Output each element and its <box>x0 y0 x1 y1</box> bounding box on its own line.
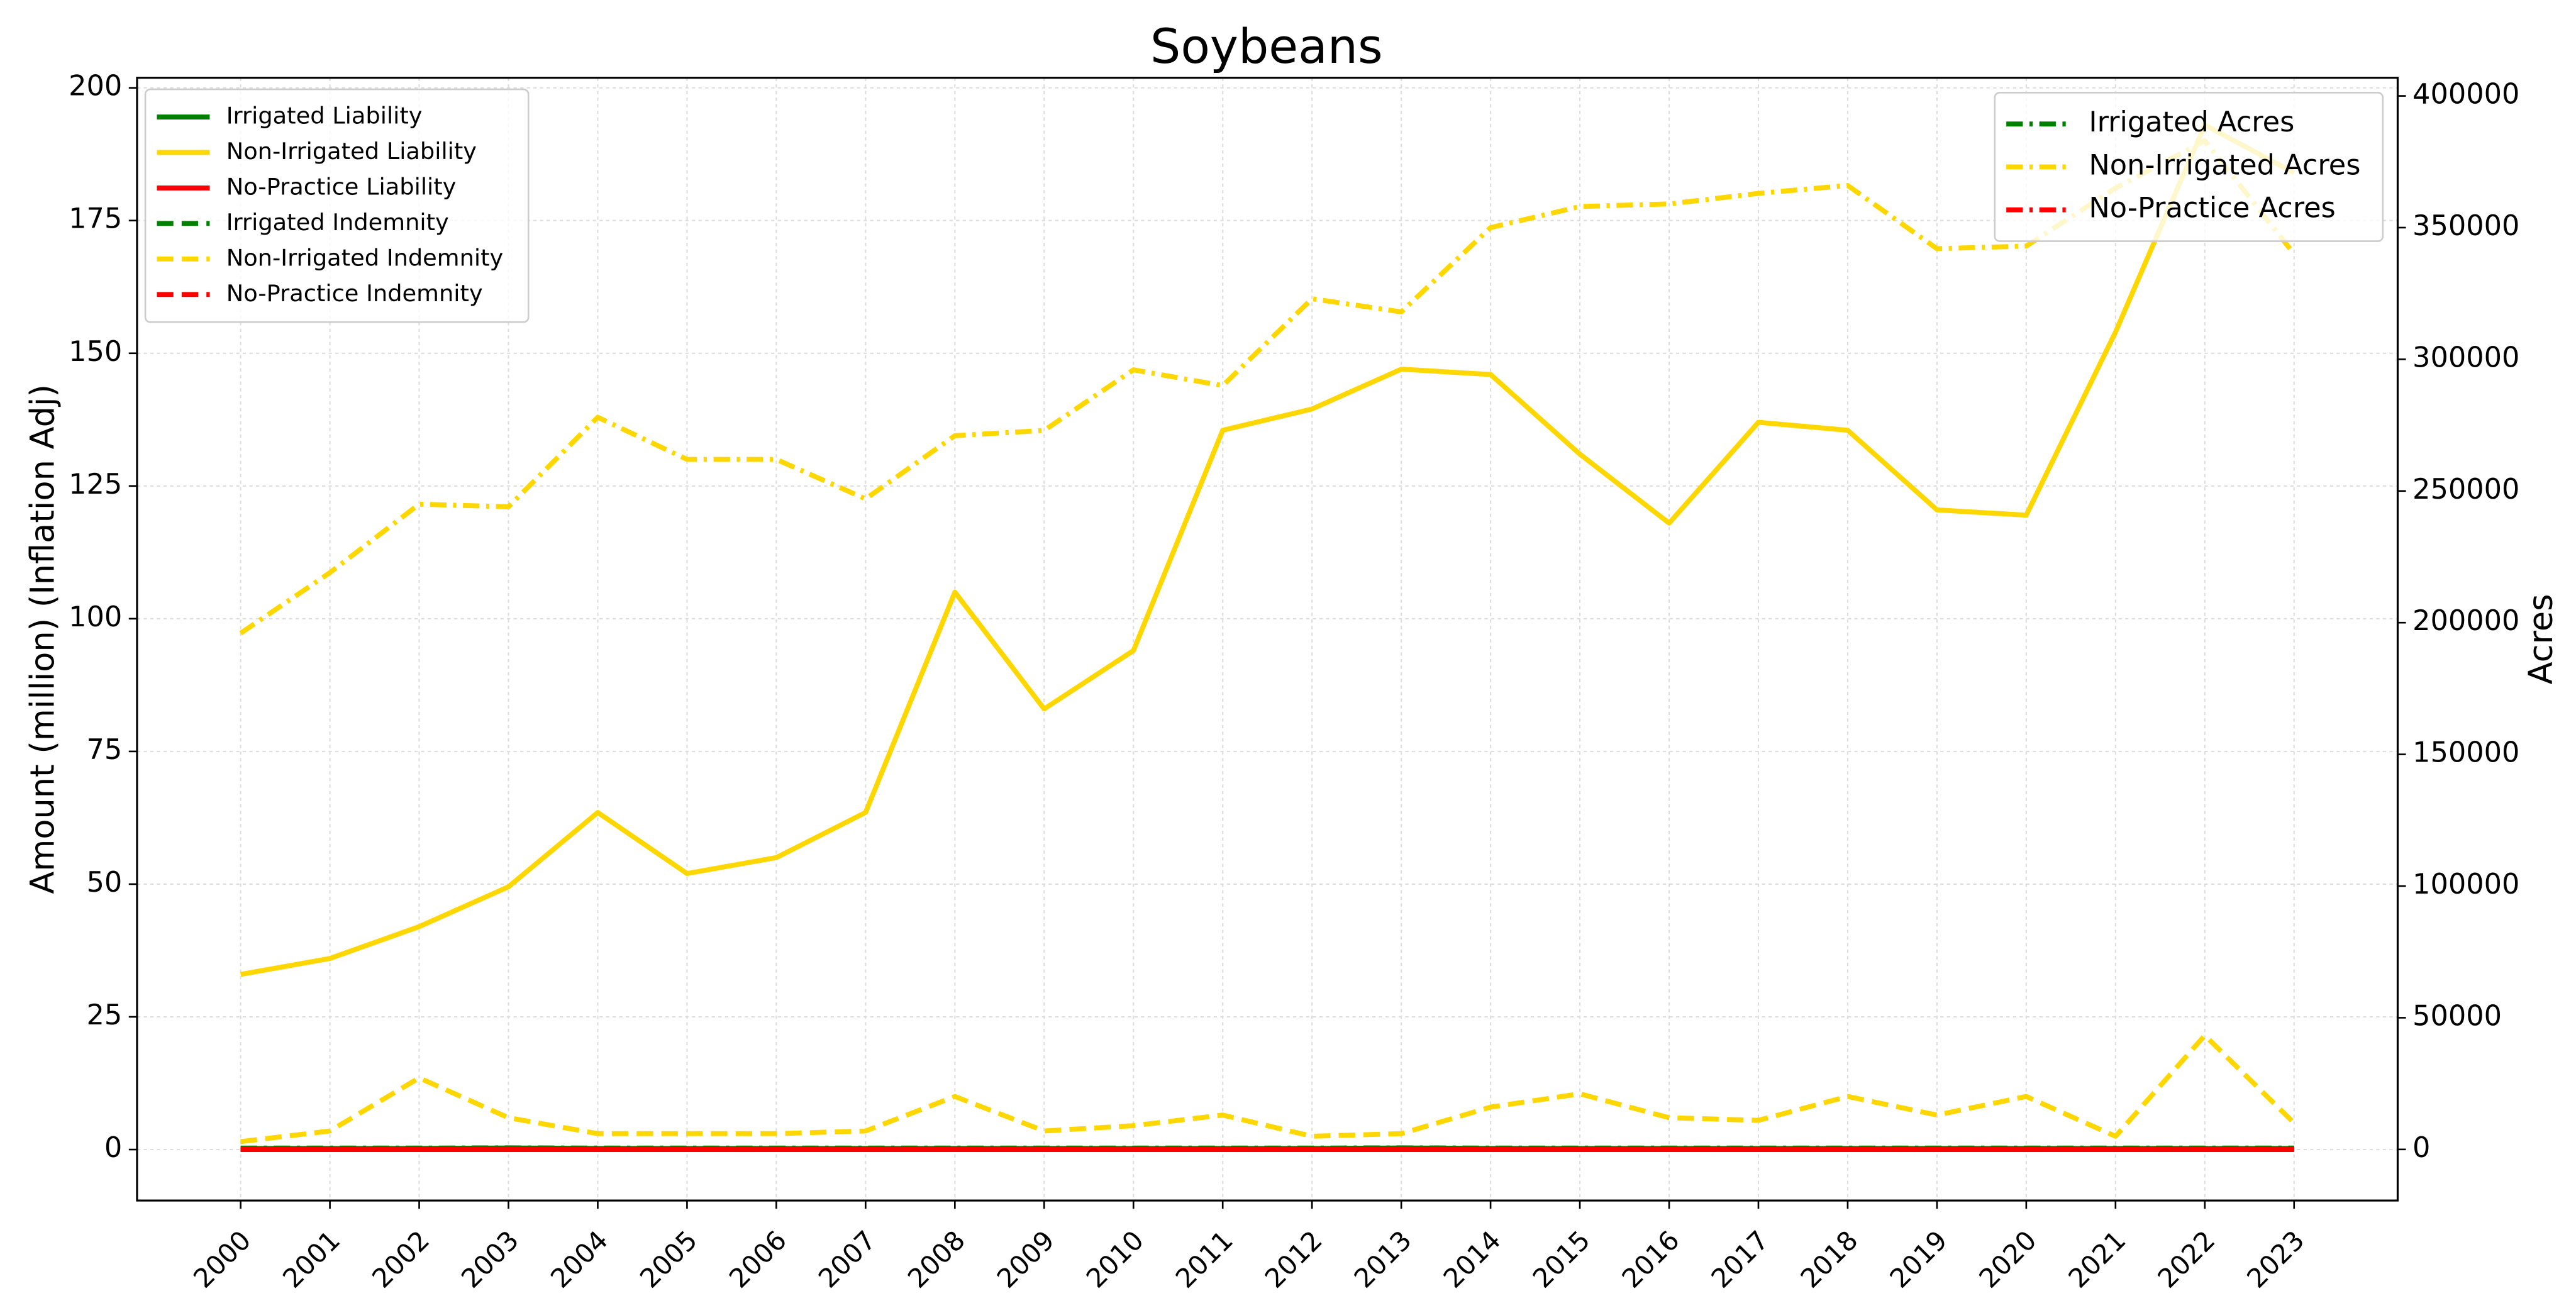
legend-label: No-Practice Liability <box>226 173 457 200</box>
y2-tick-label: 100000 <box>2412 868 2519 901</box>
y-tick-label: 200 <box>69 70 122 103</box>
y-tick-label: 0 <box>104 1131 122 1164</box>
y-tick-label: 175 <box>69 202 122 235</box>
legend-label: No-Practice Acres <box>2089 192 2335 224</box>
series-line <box>240 1033 2296 1144</box>
plot-frame <box>136 77 2399 1202</box>
y2-tick-label: 0 <box>2412 1131 2430 1164</box>
y-tick-label: 125 <box>69 468 122 501</box>
legend-label: No-Practice Indemnity <box>226 280 483 307</box>
y2-tick-label: 150000 <box>2412 736 2519 769</box>
y2-tick-label: 300000 <box>2412 341 2519 374</box>
chart-title: Soybeans <box>1150 18 1383 74</box>
y2-tick-label: 250000 <box>2412 473 2519 506</box>
y-axis-label: Amount (million) (Inflation Adj) <box>24 384 62 894</box>
y-tick-label: 75 <box>87 733 123 766</box>
legend-box <box>144 88 530 323</box>
legend-label: Irrigated Acres <box>2089 106 2294 138</box>
legend-label: Non-Irrigated Indemnity <box>226 244 504 271</box>
legend-label: Non-Irrigated Acres <box>2089 148 2360 181</box>
y2-tick-label: 50000 <box>2412 999 2502 1032</box>
legend-label: Irrigated Liability <box>226 103 423 130</box>
y-tick-label: 100 <box>69 601 122 633</box>
series-line <box>240 122 2296 977</box>
y-tick-label: 150 <box>69 335 122 368</box>
y2-tick-label: 350000 <box>2412 209 2519 242</box>
y2-tick-label: 400000 <box>2412 78 2519 111</box>
legend-label: Irrigated Indemnity <box>226 209 449 236</box>
legend-label: Non-Irrigated Liability <box>226 138 477 165</box>
legend-box <box>1994 91 2384 242</box>
y2-tick-label: 200000 <box>2412 604 2519 637</box>
y-tick-label: 25 <box>87 999 123 1031</box>
y-tick-label: 50 <box>87 866 123 899</box>
series-line <box>239 138 2296 636</box>
y2-axis-label: Acres <box>2522 594 2560 684</box>
